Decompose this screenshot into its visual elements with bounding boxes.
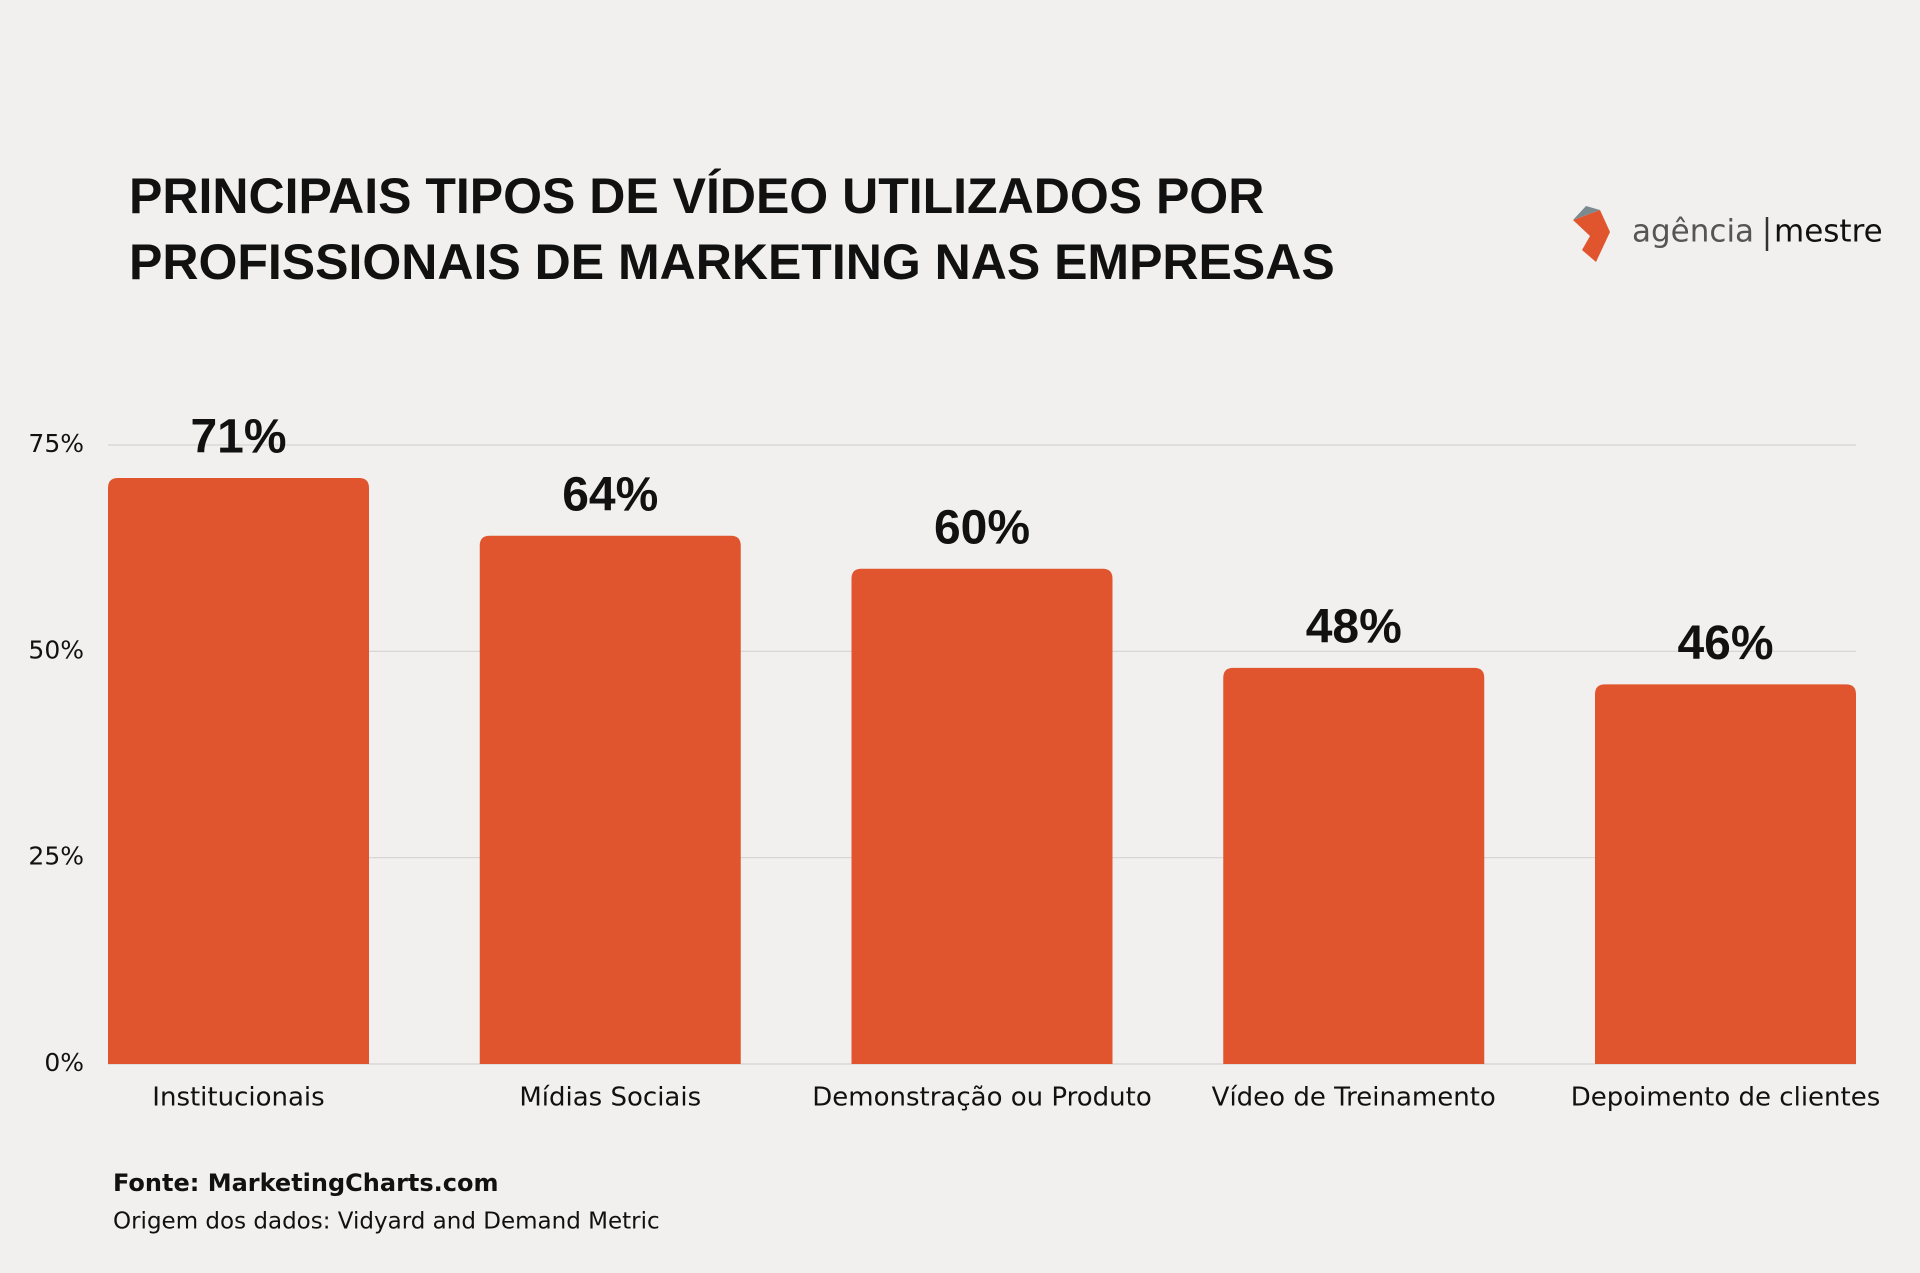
- value-label: 71%: [190, 411, 286, 464]
- chart-title: PROFISSIONAIS DE MARKETING NAS EMPRESAS: [129, 234, 1335, 290]
- x-tick-label: Mídias Sociais: [519, 1083, 701, 1113]
- x-tick-label: Institucionais: [152, 1083, 324, 1113]
- chart-title: PRINCIPAIS TIPOS DE VÍDEO UTILIZADOS POR: [129, 168, 1264, 224]
- y-tick-label: 25%: [28, 842, 84, 871]
- bar: [1223, 667, 1485, 1064]
- logo: agência mestre: [1573, 206, 1883, 262]
- x-tick-label: Depoimento de clientes: [1571, 1083, 1881, 1113]
- value-label: 64%: [562, 468, 658, 521]
- value-label: 60%: [934, 501, 1030, 554]
- logo-icon: [1573, 206, 1600, 220]
- x-tick-label: Demonstração ou Produto: [812, 1083, 1151, 1113]
- value-label: 46%: [1677, 617, 1773, 670]
- logo-text: mestre: [1774, 214, 1883, 250]
- bar: [479, 535, 741, 1064]
- bar: [1595, 684, 1856, 1064]
- y-tick-label: 50%: [28, 635, 84, 664]
- value-label: 48%: [1306, 601, 1402, 654]
- bar: [851, 568, 1113, 1064]
- source: Fonte: MarketingCharts.com: [113, 1169, 499, 1197]
- x-tick-label: Vídeo de Treinamento: [1212, 1083, 1496, 1113]
- bar: [108, 478, 369, 1065]
- y-tick-label: 75%: [28, 429, 84, 458]
- logo-text: agência: [1632, 214, 1754, 250]
- y-tick-label: 0%: [44, 1048, 84, 1077]
- note: Origem dos dados: Vidyard and Demand Met…: [113, 1209, 660, 1235]
- logo-icon: [1573, 210, 1610, 262]
